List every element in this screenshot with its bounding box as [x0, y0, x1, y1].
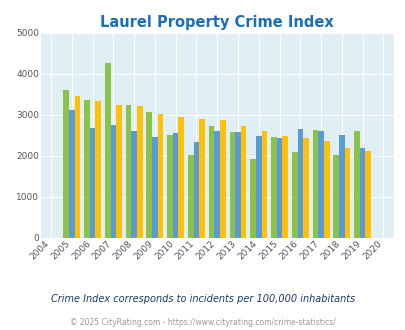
Bar — [146, 113, 152, 238]
Bar — [131, 131, 136, 238]
Bar — [199, 118, 205, 238]
Text: © 2025 CityRating.com - https://www.cityrating.com/crime-statistics/: © 2025 CityRating.com - https://www.city… — [70, 318, 335, 327]
Bar — [90, 128, 95, 238]
Bar — [84, 100, 90, 238]
Bar — [110, 125, 116, 238]
Bar — [220, 120, 225, 238]
Bar — [63, 90, 69, 238]
Bar — [338, 135, 344, 238]
Bar — [126, 105, 131, 238]
Bar — [116, 105, 121, 238]
Bar — [261, 131, 266, 238]
Bar — [157, 114, 163, 238]
Bar — [234, 132, 240, 238]
Legend: Laurel, Montana, National: Laurel, Montana, National — [90, 329, 343, 330]
Bar — [303, 138, 308, 238]
Bar — [229, 132, 234, 238]
Bar — [69, 110, 75, 238]
Bar — [173, 133, 178, 238]
Bar — [291, 152, 297, 238]
Bar — [276, 138, 281, 238]
Bar — [95, 101, 101, 238]
Bar — [297, 129, 303, 238]
Bar — [152, 137, 157, 238]
Bar — [193, 142, 199, 238]
Bar — [75, 96, 80, 238]
Bar — [167, 135, 173, 238]
Bar — [354, 131, 359, 238]
Bar — [208, 126, 214, 238]
Bar — [364, 151, 370, 238]
Bar — [271, 137, 276, 238]
Bar — [214, 131, 220, 238]
Bar — [250, 159, 255, 238]
Bar — [318, 131, 323, 238]
Bar — [333, 155, 338, 238]
Title: Laurel Property Crime Index: Laurel Property Crime Index — [100, 16, 333, 30]
Text: Crime Index corresponds to incidents per 100,000 inhabitants: Crime Index corresponds to incidents per… — [51, 294, 354, 304]
Bar — [188, 155, 193, 238]
Bar — [281, 136, 287, 238]
Bar — [240, 126, 246, 238]
Bar — [323, 141, 329, 238]
Bar — [255, 136, 261, 238]
Bar — [359, 148, 364, 238]
Bar — [344, 148, 350, 238]
Bar — [178, 117, 183, 238]
Bar — [136, 106, 142, 238]
Bar — [312, 130, 318, 238]
Bar — [104, 63, 110, 238]
